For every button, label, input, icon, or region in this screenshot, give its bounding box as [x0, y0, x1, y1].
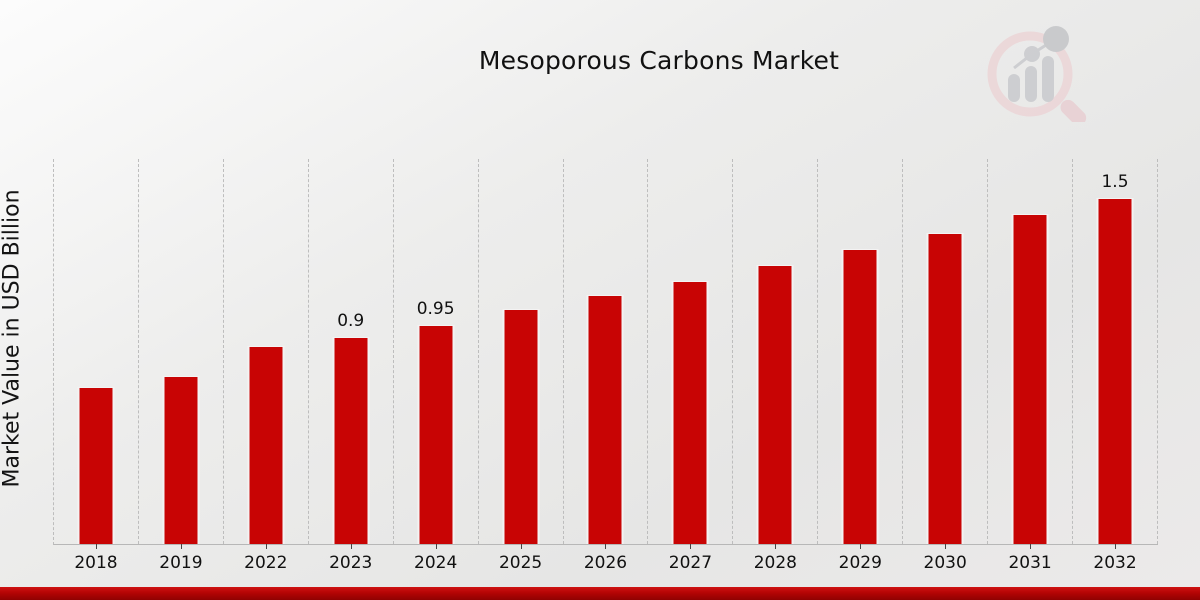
- bar-slot-2026: 2026: [564, 159, 649, 573]
- bar-value-label-2024: 0.95: [416, 299, 455, 319]
- logo-bar-2: [1025, 66, 1037, 102]
- bar-slot-2022: 2022: [224, 159, 309, 573]
- bar-slot-2032: 1.5 2032: [1073, 159, 1158, 573]
- bar-2031: [1011, 214, 1049, 544]
- bar-slot-2028: 2028: [733, 159, 819, 573]
- x-tick-label-2029: 2029: [838, 553, 882, 573]
- x-tick-label-2032: 2032: [1093, 553, 1137, 573]
- bar-slot-2025: 2025: [479, 159, 564, 573]
- x-axis-tick-2018: [95, 544, 97, 549]
- trend-dot-large: [1043, 26, 1069, 52]
- bar-2018: [77, 387, 115, 544]
- plot-area: 2018 2019 2022 0.9 2023 0.95 2024 2025 2026 2027 2…: [53, 159, 1158, 573]
- x-axis-tick-2025: [520, 544, 522, 549]
- bar-slot-2031: 2031: [988, 159, 1074, 573]
- bar-slot-2019: 2019: [139, 159, 224, 573]
- x-tick-label-2025: 2025: [498, 553, 543, 573]
- bar-2029: [841, 248, 879, 544]
- bar-2027: [671, 281, 709, 544]
- x-axis-tick-2029: [860, 544, 862, 549]
- logo-bar-3: [1042, 56, 1054, 102]
- logo-bar-1: [1008, 74, 1020, 102]
- bar-slot-2024: 0.95 2024: [394, 159, 479, 573]
- x-tick-label-2018: 2018: [74, 553, 118, 573]
- x-axis-tick-2028: [775, 544, 777, 549]
- bar-2025: [502, 308, 540, 544]
- x-tick-label-2028: 2028: [753, 553, 797, 573]
- x-axis-tick-2024: [435, 544, 437, 549]
- bar-2026: [586, 295, 624, 544]
- bar-slot-2027: 2027: [648, 159, 734, 573]
- bar-2032: [1096, 198, 1134, 544]
- x-axis-tick-2023: [350, 544, 352, 549]
- bar-2023: [332, 336, 370, 544]
- bar-value-label-2032: 1.5: [1101, 172, 1129, 193]
- x-tick-label-2023: 2023: [329, 553, 373, 573]
- x-axis-tick-2031: [1030, 544, 1032, 549]
- x-tick-label-2027: 2027: [668, 553, 713, 573]
- x-axis-tick-2022: [265, 544, 267, 549]
- x-tick-label-2019: 2019: [159, 553, 203, 573]
- bottom-banner: [0, 587, 1200, 600]
- x-axis-tick-2026: [605, 544, 607, 549]
- magnifier-handle: [1060, 99, 1087, 122]
- trend-dot-small: [1024, 46, 1040, 62]
- chart-title: Mesoporous Carbons Market: [478, 46, 840, 75]
- x-tick-label-2031: 2031: [1008, 553, 1052, 573]
- bar-slot-2029: 2029: [818, 159, 904, 573]
- bar-slot-2030: 2030: [903, 159, 989, 573]
- x-axis-tick-2019: [180, 544, 182, 549]
- x-tick-label-2026: 2026: [583, 553, 628, 573]
- magnifier-bar-chart-logo-icon: [987, 26, 1087, 122]
- bar-slot-2023: 0.9 2023: [309, 159, 394, 573]
- bar-2024: [417, 325, 455, 544]
- x-tick-label-2022: 2022: [244, 553, 288, 573]
- bar-2028: [756, 265, 794, 544]
- x-axis-tick-2027: [690, 544, 692, 549]
- bar-value-label-2023: 0.9: [337, 310, 365, 331]
- x-tick-label-2024: 2024: [414, 553, 458, 573]
- bar-slot-2018: 2018: [54, 159, 139, 573]
- bar-2019: [162, 375, 200, 544]
- y-axis-label: Market Value in USD Billion: [0, 189, 25, 488]
- bar-2030: [926, 232, 964, 544]
- magnifier-ring: [987, 31, 1073, 117]
- x-axis-tick-2032: [1115, 544, 1117, 549]
- bar-2022: [247, 345, 285, 544]
- x-axis-tick-2030: [945, 544, 947, 549]
- x-tick-label-2030: 2030: [923, 553, 967, 573]
